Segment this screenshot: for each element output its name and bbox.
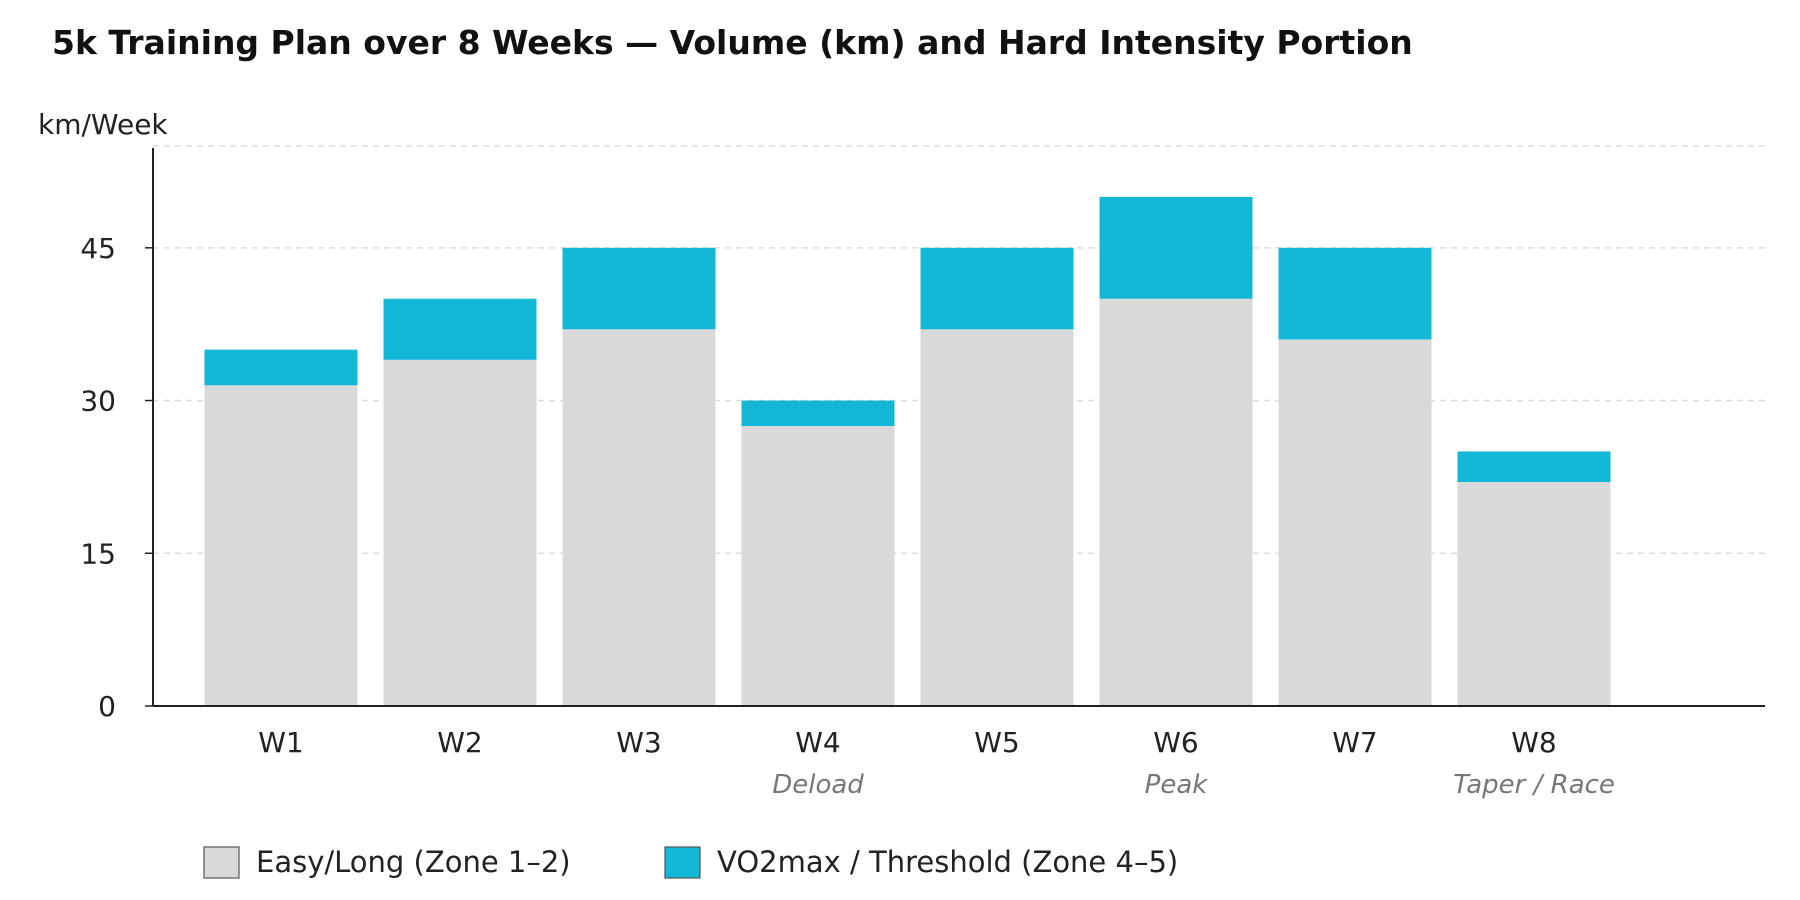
y-tick-label: 45 — [80, 232, 116, 265]
bar-w4-series-1 — [741, 426, 895, 706]
x-tick-label-w6: W6 — [1153, 726, 1199, 759]
bar-w8-series-1 — [1457, 482, 1611, 706]
bar-w6-series-1 — [1099, 298, 1253, 706]
bars — [204, 196, 1611, 706]
x-tick-label-w3: W3 — [616, 726, 662, 759]
x-ticks: W1 W2 W3 W4 W5 W6 W7 W8 — [258, 726, 1557, 759]
x-tick-label-w7: W7 — [1332, 726, 1378, 759]
bar-w5-series-1 — [920, 329, 1074, 706]
y-ticks: 0 15 30 45 — [80, 232, 153, 723]
annotation-w8: Taper / Race — [1453, 770, 1615, 800]
y-tick-label: 15 — [80, 537, 116, 570]
x-tick-label-w2: W2 — [437, 726, 483, 759]
annotation-w6: Peak — [1145, 770, 1209, 800]
x-tick-label-w5: W5 — [974, 726, 1020, 759]
y-tick-label: 0 — [98, 690, 116, 723]
x-tick-label-w4: W4 — [795, 726, 841, 759]
bar-w7-series-1 — [1278, 339, 1432, 706]
y-axis-label: km/Week — [38, 108, 168, 141]
bar-w3-series-1 — [562, 329, 716, 706]
bar-w8-series-2 — [1457, 451, 1611, 482]
bar-w4-series-2 — [741, 400, 895, 426]
bar-w2-series-1 — [383, 359, 537, 706]
legend-swatch-2 — [664, 846, 701, 879]
annotations: Deload Peak Taper / Race — [772, 770, 1615, 800]
x-tick-label-w1: W1 — [258, 726, 304, 759]
x-tick-label-w8: W8 — [1511, 726, 1557, 759]
legend: Easy/Long (Zone 1–2) VO2max / Threshold (… — [203, 845, 1178, 879]
bar-w7-series-2 — [1278, 247, 1432, 340]
axes — [152, 148, 1765, 707]
bar-w1-series-2 — [204, 349, 358, 386]
legend-label-2: VO2max / Threshold (Zone 4–5) — [717, 845, 1178, 879]
chart-title: 5k Training Plan over 8 Weeks — Volume (… — [52, 23, 1413, 62]
bar-w2-series-2 — [383, 298, 537, 360]
annotation-w4: Deload — [772, 770, 864, 800]
bar-w3-series-2 — [562, 247, 716, 330]
bar-w6-series-2 — [1099, 196, 1253, 299]
y-tick-label: 30 — [80, 385, 116, 418]
legend-swatch-1 — [203, 846, 240, 879]
legend-label-1: Easy/Long (Zone 1–2) — [256, 845, 571, 879]
bar-w5-series-2 — [920, 247, 1074, 330]
bar-w1-series-1 — [204, 385, 358, 706]
